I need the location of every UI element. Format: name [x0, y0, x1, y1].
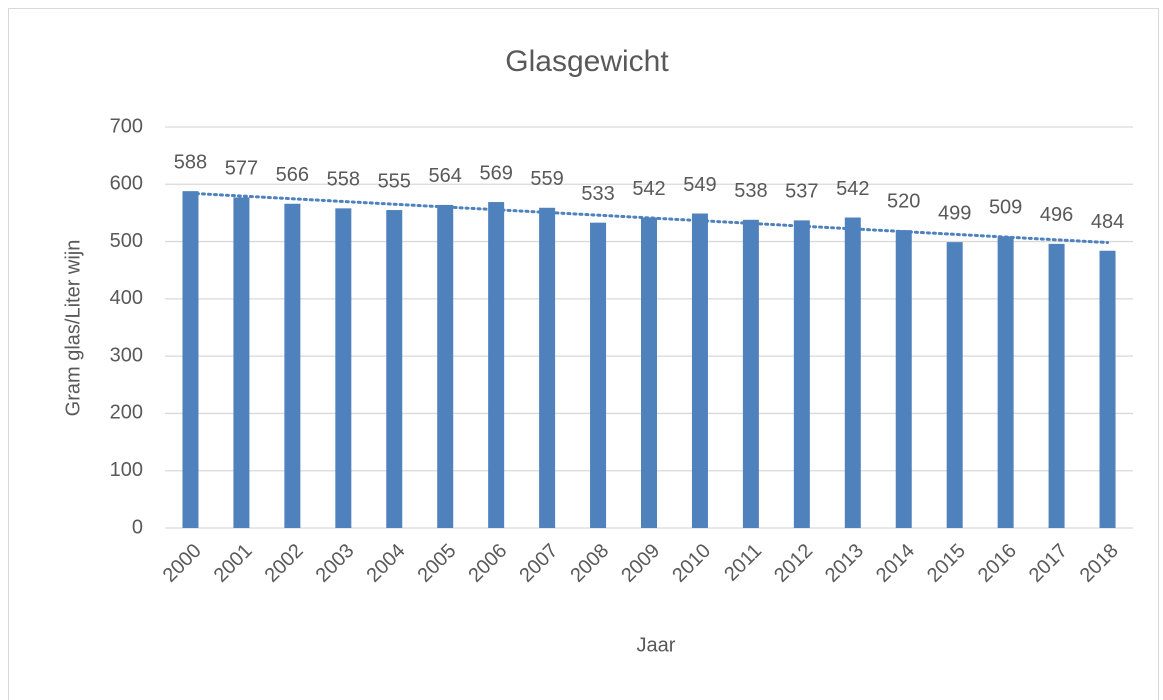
data-label: 537	[785, 181, 818, 203]
data-label: 496	[1040, 204, 1073, 226]
bar	[946, 242, 963, 528]
data-label: 509	[989, 197, 1022, 219]
data-label: 484	[1091, 211, 1124, 233]
data-label: 542	[632, 178, 665, 200]
y-tick-label: 200	[110, 402, 143, 424]
chart-border	[8, 8, 1159, 700]
data-label: 577	[225, 158, 258, 180]
bar	[742, 219, 759, 528]
data-label: 538	[734, 180, 767, 202]
data-label: 564	[429, 165, 462, 187]
bar	[437, 204, 454, 528]
bar	[691, 213, 708, 528]
data-label: 555	[378, 170, 411, 192]
y-tick-label: 400	[110, 287, 143, 309]
bar	[1048, 243, 1065, 528]
data-label: 588	[174, 151, 207, 173]
chart-title: Glasgewicht	[505, 45, 669, 78]
data-label: 549	[683, 174, 716, 196]
bar	[844, 217, 861, 529]
bar	[488, 202, 505, 528]
bar	[1099, 250, 1116, 529]
data-label: 533	[581, 183, 614, 205]
bar	[895, 230, 912, 528]
data-label: 520	[887, 190, 920, 212]
data-label: 566	[276, 164, 309, 186]
x-axis-label: Jaar	[637, 634, 676, 656]
data-label: 499	[938, 202, 971, 224]
bar	[182, 191, 199, 528]
bar	[641, 217, 657, 529]
bar	[335, 208, 352, 529]
y-tick-label: 300	[110, 344, 143, 366]
y-tick-label: 700	[110, 115, 143, 137]
y-axis-label: Gram glas/Liter wijn	[62, 240, 84, 417]
bar	[233, 197, 250, 528]
data-label: 569	[479, 162, 512, 184]
y-tick-label: 0	[132, 516, 143, 538]
bar	[793, 220, 810, 528]
bar	[997, 236, 1014, 528]
trendline	[188, 191, 1110, 245]
y-tick-label: 500	[110, 230, 143, 252]
data-label: 559	[530, 168, 563, 190]
y-tick-label: 600	[110, 173, 143, 195]
y-tick-label: 100	[110, 459, 143, 481]
bar	[284, 203, 301, 528]
data-label: 558	[327, 169, 360, 191]
bar	[590, 222, 607, 528]
data-label: 542	[836, 178, 869, 200]
bar	[386, 210, 403, 529]
bar	[539, 207, 556, 528]
